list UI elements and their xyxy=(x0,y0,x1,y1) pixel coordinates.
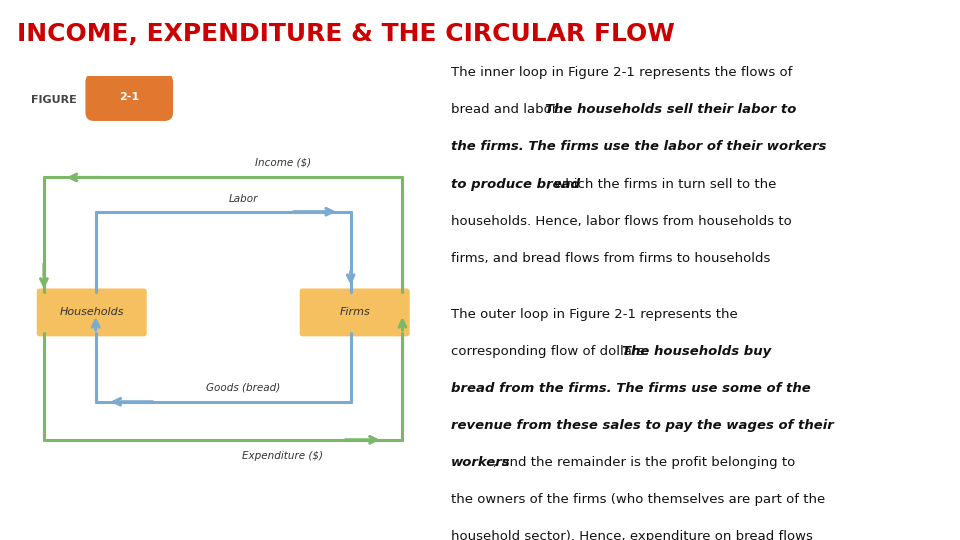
Text: bread and labor.: bread and labor. xyxy=(451,103,564,117)
Text: The households buy: The households buy xyxy=(622,345,772,358)
Text: The households sell their labor to: The households sell their labor to xyxy=(545,103,796,117)
Text: the firms. The firms use the labor of their workers: the firms. The firms use the labor of th… xyxy=(451,140,827,153)
FancyBboxPatch shape xyxy=(85,73,173,121)
Text: to produce bread: to produce bread xyxy=(451,178,580,191)
Text: Expenditure ($): Expenditure ($) xyxy=(243,451,324,461)
Text: bread from the firms. The firms use some of the: bread from the firms. The firms use some… xyxy=(451,382,810,395)
FancyBboxPatch shape xyxy=(36,288,147,336)
Text: revenue from these sales to pay the wages of their: revenue from these sales to pay the wage… xyxy=(451,419,833,432)
Text: workers: workers xyxy=(451,456,511,469)
Text: Labor: Labor xyxy=(228,194,258,204)
Text: , which the firms in turn sell to the: , which the firms in turn sell to the xyxy=(546,178,777,191)
Text: Households: Households xyxy=(60,307,124,318)
Text: households. Hence, labor flows from households to: households. Hence, labor flows from hous… xyxy=(451,214,792,227)
Text: 2-1: 2-1 xyxy=(119,92,139,102)
Text: the owners of the firms (who themselves are part of the: the owners of the firms (who themselves … xyxy=(451,493,825,506)
Text: The inner loop in Figure 2-1 represents the flows of: The inner loop in Figure 2-1 represents … xyxy=(451,66,792,79)
Text: FIGURE: FIGURE xyxy=(31,95,77,105)
Text: INCOME, EXPENDITURE & THE CIRCULAR FLOW: INCOME, EXPENDITURE & THE CIRCULAR FLOW xyxy=(17,22,675,45)
Text: , and the remainder is the profit belonging to: , and the remainder is the profit belong… xyxy=(492,456,795,469)
FancyBboxPatch shape xyxy=(300,288,410,336)
Text: The outer loop in Figure 2-1 represents the: The outer loop in Figure 2-1 represents … xyxy=(451,308,737,321)
Text: Income ($): Income ($) xyxy=(255,158,311,168)
Text: Firms: Firms xyxy=(339,307,370,318)
Text: firms, and bread flows from firms to households: firms, and bread flows from firms to hou… xyxy=(451,252,770,265)
Text: household sector). Hence, expenditure on bread flows: household sector). Hence, expenditure on… xyxy=(451,530,813,540)
Text: Goods (bread): Goods (bread) xyxy=(206,382,280,392)
Text: corresponding flow of dollars.: corresponding flow of dollars. xyxy=(451,345,653,358)
